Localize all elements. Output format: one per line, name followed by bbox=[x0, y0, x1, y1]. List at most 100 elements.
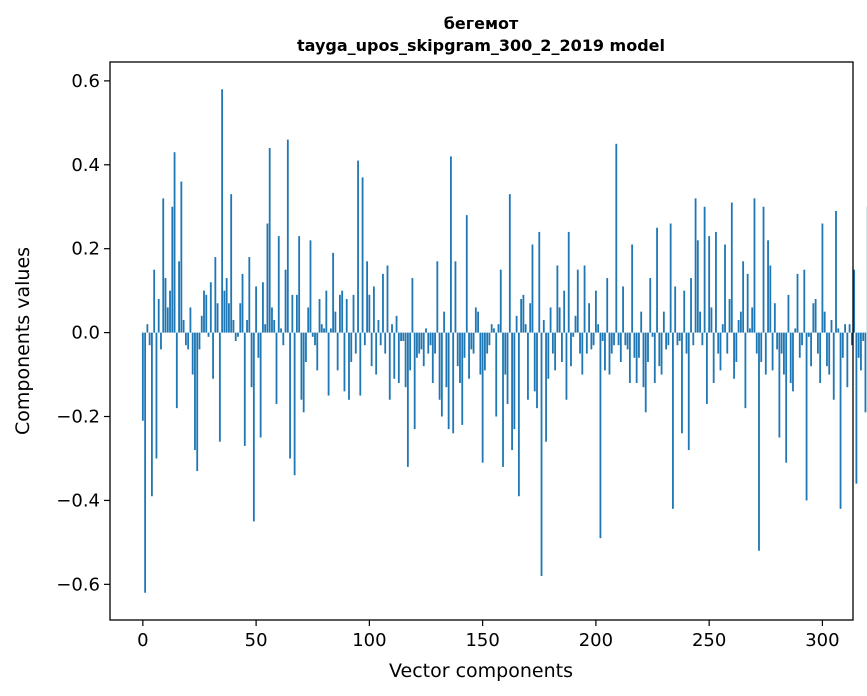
bar bbox=[570, 332, 572, 367]
bar bbox=[565, 332, 568, 400]
bar bbox=[343, 332, 346, 392]
bar bbox=[400, 332, 402, 341]
bar bbox=[511, 332, 513, 451]
bar bbox=[391, 324, 393, 333]
bar bbox=[767, 240, 769, 333]
bar bbox=[662, 311, 665, 333]
bar bbox=[266, 223, 269, 333]
bar bbox=[658, 332, 661, 367]
bar bbox=[835, 210, 837, 333]
bar bbox=[411, 278, 414, 333]
bar bbox=[243, 332, 246, 446]
bar bbox=[316, 332, 319, 371]
bar bbox=[617, 332, 620, 346]
bar bbox=[384, 332, 387, 354]
bar bbox=[785, 332, 788, 463]
bar bbox=[508, 194, 511, 333]
bar bbox=[434, 332, 436, 354]
bar bbox=[542, 320, 545, 333]
bar bbox=[753, 198, 756, 333]
bar bbox=[545, 332, 547, 442]
bar bbox=[674, 286, 677, 333]
bar bbox=[848, 324, 851, 333]
bar bbox=[300, 332, 303, 400]
bar bbox=[730, 202, 733, 333]
bar bbox=[379, 332, 382, 346]
bar bbox=[631, 244, 634, 333]
bar bbox=[148, 332, 151, 346]
bar bbox=[561, 332, 563, 362]
bar bbox=[497, 324, 500, 333]
y-tick-label: −0.4 bbox=[56, 490, 100, 511]
bar bbox=[295, 294, 298, 333]
x-tick-label: 200 bbox=[579, 630, 613, 651]
bar bbox=[318, 299, 321, 333]
bar bbox=[721, 324, 724, 333]
bar bbox=[298, 236, 301, 333]
bar bbox=[194, 332, 196, 451]
bar bbox=[302, 332, 305, 413]
bar bbox=[339, 294, 341, 333]
bar bbox=[280, 328, 282, 333]
bar bbox=[268, 148, 271, 333]
bar bbox=[687, 332, 690, 451]
bar bbox=[472, 332, 475, 354]
bar bbox=[425, 328, 427, 333]
bar bbox=[271, 307, 273, 333]
bar bbox=[157, 299, 160, 333]
bar bbox=[404, 332, 407, 388]
bar bbox=[669, 223, 672, 333]
bar bbox=[205, 294, 208, 333]
bar bbox=[350, 332, 353, 362]
bar bbox=[189, 307, 192, 333]
x-tick-label: 150 bbox=[465, 630, 499, 651]
bar bbox=[644, 332, 647, 413]
bar bbox=[638, 332, 640, 358]
bar bbox=[203, 290, 205, 333]
bar bbox=[769, 265, 772, 333]
bar bbox=[228, 303, 230, 333]
bar bbox=[601, 332, 604, 341]
bar bbox=[556, 265, 559, 333]
bar bbox=[705, 332, 708, 404]
bar bbox=[493, 328, 495, 333]
bar bbox=[348, 332, 350, 400]
bar bbox=[483, 332, 486, 371]
bar bbox=[606, 278, 609, 333]
bar bbox=[832, 332, 835, 400]
bar bbox=[463, 332, 466, 358]
bar bbox=[656, 227, 658, 333]
bar bbox=[635, 332, 638, 383]
bar bbox=[812, 303, 815, 333]
bar bbox=[624, 332, 627, 346]
bar bbox=[583, 265, 586, 333]
bar bbox=[141, 332, 144, 421]
bar bbox=[416, 332, 418, 358]
bar bbox=[692, 332, 695, 346]
bar bbox=[724, 244, 726, 333]
bar bbox=[798, 332, 801, 358]
bar bbox=[783, 332, 785, 375]
bar bbox=[187, 332, 190, 350]
bar bbox=[773, 303, 776, 333]
bar bbox=[524, 324, 527, 333]
bar bbox=[223, 290, 226, 333]
bar bbox=[234, 332, 237, 341]
bar bbox=[212, 332, 214, 379]
bar bbox=[196, 332, 199, 472]
y-tick-label: 0.6 bbox=[71, 71, 100, 92]
bar bbox=[551, 332, 554, 354]
bar bbox=[395, 315, 398, 333]
bar bbox=[712, 332, 715, 383]
bar bbox=[642, 332, 645, 388]
bar bbox=[502, 332, 504, 467]
bar bbox=[726, 332, 729, 354]
bar bbox=[558, 307, 561, 333]
bar bbox=[495, 332, 498, 417]
plot-frame bbox=[109, 61, 854, 621]
bar bbox=[341, 290, 344, 333]
bar bbox=[370, 332, 373, 367]
bar bbox=[567, 231, 570, 333]
bar bbox=[778, 332, 781, 438]
bar bbox=[647, 332, 649, 362]
